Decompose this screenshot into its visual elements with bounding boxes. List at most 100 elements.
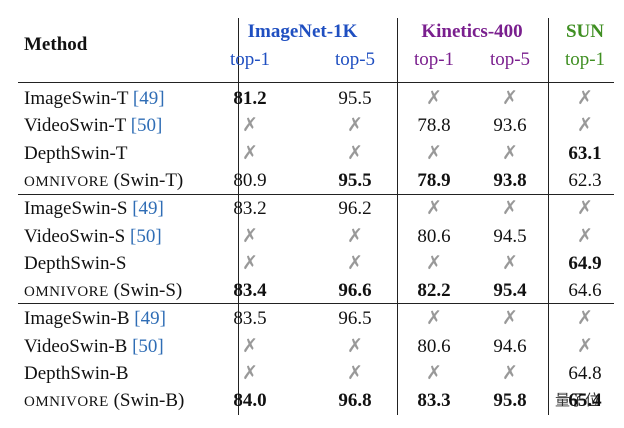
citation: [50] xyxy=(132,335,164,357)
value-cell: 78.9 xyxy=(417,170,451,192)
rule xyxy=(18,82,614,83)
watermark: 量子位 xyxy=(550,388,604,411)
value-cell: ✗ xyxy=(577,115,593,137)
value-cell: ✗ xyxy=(502,88,518,109)
value-cell: 80.6 xyxy=(417,225,451,247)
method-suffix: (Swin-T) xyxy=(113,170,184,192)
value-cell: ✗ xyxy=(242,142,258,164)
value-cell: 83.2 xyxy=(233,198,267,220)
method-cell: ImageSwin-T [49] xyxy=(24,88,165,110)
value-cell: 96.8 xyxy=(338,390,372,412)
value-cell: 96.6 xyxy=(338,280,372,302)
rule xyxy=(18,194,614,195)
subcolumn-header: top-1 xyxy=(564,49,606,70)
value-cell: ✗ xyxy=(347,142,363,164)
method-cell: DepthSwin-T xyxy=(24,143,127,165)
value-cell: 62.3 xyxy=(568,170,602,192)
value-cell: ✗ xyxy=(577,198,593,220)
citation: [49] xyxy=(132,198,164,220)
method-name: DepthSwin-T xyxy=(24,142,128,164)
method-name: VideoSwin-T xyxy=(24,115,126,137)
value-cell: ✗ xyxy=(242,335,258,357)
method-cell: DepthSwin-B xyxy=(24,363,129,385)
value-cell: ✗ xyxy=(577,308,593,330)
value-cell: 81.2 xyxy=(233,88,267,109)
value-cell: 78.8 xyxy=(417,115,451,137)
method-cell: OMNIVORE (Swin-T) xyxy=(24,170,183,193)
method-name: OMNIVORE xyxy=(24,174,109,191)
method-cell: VideoSwin-B [50] xyxy=(24,336,164,358)
method-name: ImageSwin-T xyxy=(24,88,129,109)
value-cell: 94.5 xyxy=(493,225,527,247)
value-cell: 80.9 xyxy=(233,170,267,192)
subcolumn-header: top-1 xyxy=(229,49,271,70)
value-cell: ✗ xyxy=(426,252,442,274)
value-cell: 64.6 xyxy=(568,280,602,302)
citation: [50] xyxy=(130,115,163,137)
value-cell: ✗ xyxy=(242,225,258,247)
value-cell: ✗ xyxy=(577,225,593,247)
value-cell: ✗ xyxy=(347,115,363,137)
rule xyxy=(18,303,614,304)
method-cell: ImageSwin-S [49] xyxy=(24,198,164,220)
value-cell: 95.5 xyxy=(338,88,372,109)
value-cell: ✗ xyxy=(242,115,258,137)
value-cell: 93.6 xyxy=(493,115,527,137)
value-cell: ✗ xyxy=(347,225,363,247)
value-cell: ✗ xyxy=(347,363,363,384)
value-cell: ✗ xyxy=(577,335,593,357)
method-header: Method xyxy=(24,34,88,55)
value-cell: 94.6 xyxy=(493,335,527,357)
value-cell: 93.8 xyxy=(493,170,527,192)
method-name: ImageSwin-S xyxy=(24,198,128,220)
citation: [49] xyxy=(134,308,166,330)
value-cell: 83.5 xyxy=(233,308,267,330)
method-name: DepthSwin-B xyxy=(24,363,129,384)
method-cell: VideoSwin-S [50] xyxy=(24,226,162,248)
method-name: VideoSwin-S xyxy=(24,225,126,247)
value-cell: 95.5 xyxy=(338,170,372,192)
value-cell: 63.1 xyxy=(568,142,602,164)
value-cell: ✗ xyxy=(242,363,258,384)
value-cell: ✗ xyxy=(502,142,518,164)
value-cell: 96.5 xyxy=(338,308,372,330)
value-cell: 80.6 xyxy=(417,335,451,357)
method-suffix: (Swin-S) xyxy=(113,280,183,302)
group-header: Kinetics-400 xyxy=(421,21,523,42)
value-cell: ✗ xyxy=(426,142,442,164)
citation: [50] xyxy=(130,225,162,247)
method-cell: ImageSwin-B [49] xyxy=(24,308,166,330)
column-rule xyxy=(397,18,398,415)
value-cell: 83.4 xyxy=(233,280,267,302)
method-name: DepthSwin-S xyxy=(24,252,127,274)
value-cell: ✗ xyxy=(347,252,363,274)
group-header: SUN xyxy=(565,21,605,42)
method-name: OMNIVORE xyxy=(24,284,109,301)
subcolumn-header: top-5 xyxy=(489,49,531,70)
value-cell: 83.3 xyxy=(417,390,451,412)
subcolumn-header: top-1 xyxy=(413,49,455,70)
method-cell: OMNIVORE (Swin-B) xyxy=(24,390,184,413)
value-cell: 84.0 xyxy=(233,390,267,412)
value-cell: 64.9 xyxy=(568,252,602,274)
method-name: OMNIVORE xyxy=(24,394,109,411)
column-rule xyxy=(548,18,549,415)
subcolumn-header: top-5 xyxy=(334,49,376,70)
value-cell: 95.8 xyxy=(493,390,527,412)
value-cell: ✗ xyxy=(426,308,442,330)
method-cell: OMNIVORE (Swin-S) xyxy=(24,280,182,303)
value-cell: 95.4 xyxy=(493,280,527,302)
value-cell: 65.4 xyxy=(568,390,602,412)
value-cell: ✗ xyxy=(426,198,442,220)
method-cell: DepthSwin-S xyxy=(24,253,126,275)
citation: [49] xyxy=(132,88,165,109)
group-header: ImageNet-1K xyxy=(247,21,358,42)
value-cell: ✗ xyxy=(502,363,518,384)
value-cell: ✗ xyxy=(242,252,258,274)
value-cell: ✗ xyxy=(577,88,593,109)
method-cell: VideoSwin-T [50] xyxy=(24,115,162,137)
method-suffix: (Swin-B) xyxy=(113,390,185,412)
value-cell: ✗ xyxy=(347,335,363,357)
value-cell: ✗ xyxy=(502,198,518,220)
